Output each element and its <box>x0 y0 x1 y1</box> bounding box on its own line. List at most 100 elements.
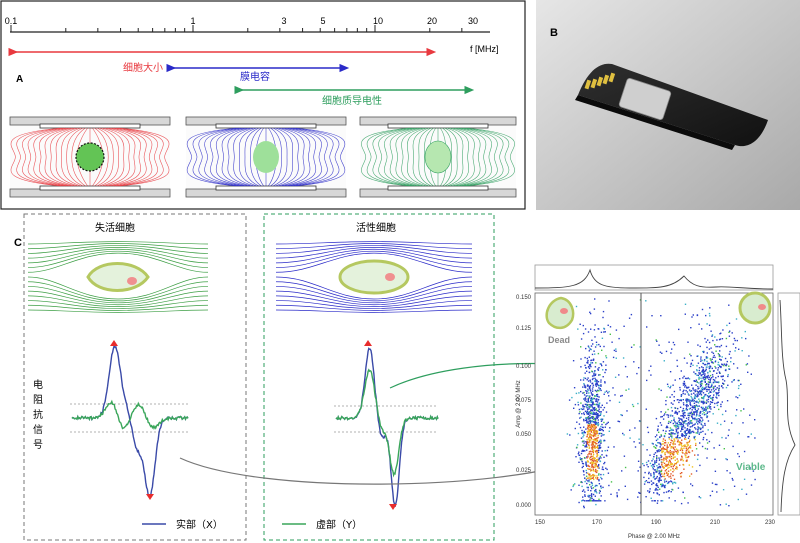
scatter-point <box>691 397 693 399</box>
scatter-point <box>693 414 695 416</box>
scatter-point <box>738 348 740 350</box>
scatter-point <box>592 465 594 467</box>
scatter-point <box>615 357 617 359</box>
scatter-point <box>679 464 681 466</box>
scatter-point <box>665 464 667 466</box>
scatter-point <box>670 442 672 444</box>
scatter-point <box>668 490 670 492</box>
scatter-point <box>581 490 584 492</box>
dead-trough-marker <box>146 494 154 500</box>
field-line <box>453 127 481 187</box>
scatter-point <box>708 362 710 365</box>
scatter-point <box>667 408 669 411</box>
viable-cell-signals <box>334 340 439 510</box>
field-line <box>281 127 311 187</box>
scatter-point <box>657 425 659 427</box>
scatter-point <box>698 387 700 389</box>
scatter-point <box>581 462 584 465</box>
scatter-point <box>616 492 618 494</box>
scatter-point <box>650 480 653 482</box>
scatter-point <box>686 387 688 389</box>
scatter-point <box>699 431 701 434</box>
scatter-point <box>660 435 663 437</box>
scatter-point <box>596 492 598 494</box>
scatter-point <box>584 386 586 388</box>
scatter-point <box>598 478 600 481</box>
scatter-point <box>711 398 713 400</box>
scatter-point <box>704 422 706 425</box>
scatter-point <box>674 482 677 484</box>
scatter-point <box>709 406 712 408</box>
scatter-point <box>668 455 670 458</box>
scatter-point <box>686 428 689 430</box>
scatter-point <box>600 432 603 435</box>
scatter-point <box>681 455 683 457</box>
scatter-point <box>595 362 597 364</box>
scatter-point <box>600 384 602 386</box>
scatter-point <box>673 396 675 398</box>
scatter-point <box>586 390 588 393</box>
scatter-point <box>714 381 716 383</box>
scatter-point <box>663 442 666 444</box>
scatter-point <box>665 403 667 406</box>
scatter-point <box>591 397 593 400</box>
scatter-point <box>738 379 740 382</box>
scatter-point <box>643 483 646 485</box>
field-line <box>27 276 209 300</box>
scatter-point <box>705 401 707 403</box>
scatter-point <box>676 425 679 427</box>
scatter-point <box>715 396 717 398</box>
scatter-point <box>592 435 594 437</box>
scatter-point <box>595 470 597 472</box>
scatter-point <box>591 393 593 395</box>
scatter-point <box>710 330 712 332</box>
scatter-point <box>600 420 603 422</box>
scatter-point <box>591 429 593 431</box>
scatter-point <box>669 460 671 463</box>
scatter-point <box>725 337 728 340</box>
scatter-point <box>598 414 600 417</box>
scatter-point <box>706 390 708 392</box>
field-line <box>244 127 260 187</box>
scatter-point <box>584 377 587 380</box>
scatter-point <box>702 398 705 400</box>
scatter-point <box>704 370 706 372</box>
scatter-point <box>601 468 603 470</box>
scatter-point <box>740 410 742 412</box>
scatter-point <box>589 458 591 460</box>
scatter-point <box>590 493 593 495</box>
scatter-point <box>598 441 600 444</box>
scatter-point <box>587 500 589 502</box>
scatter-point <box>726 324 728 327</box>
scatter-point <box>699 497 702 499</box>
scatter-point <box>638 367 640 369</box>
scatter-point <box>714 402 716 405</box>
scatter-point <box>589 429 591 432</box>
scatter-point <box>692 430 694 433</box>
field-line <box>61 127 81 187</box>
scatter-point <box>671 394 673 396</box>
scatter-point <box>688 378 691 380</box>
scatter-point <box>589 441 591 443</box>
scatter-point <box>652 482 654 484</box>
scatter-point <box>675 437 678 440</box>
scatter-point <box>598 396 600 398</box>
scatter-point <box>700 358 702 360</box>
scatter-point <box>694 406 696 408</box>
scatter-point <box>680 459 682 461</box>
scatter-point <box>593 500 595 502</box>
scatter-point <box>674 422 677 424</box>
viable-cell-shape <box>338 259 410 295</box>
scatter-point <box>702 369 704 371</box>
scatter-point <box>732 379 735 382</box>
scatter-point <box>591 339 593 341</box>
scatter-point <box>703 409 705 411</box>
scatter-point <box>584 356 586 359</box>
scatter-point <box>593 457 595 459</box>
scatter-point <box>663 479 666 481</box>
scatter-point <box>696 400 698 402</box>
scatter-point <box>705 368 707 370</box>
scatter-point <box>657 489 659 491</box>
scatter-point <box>676 437 678 439</box>
scatter-point <box>677 453 679 455</box>
